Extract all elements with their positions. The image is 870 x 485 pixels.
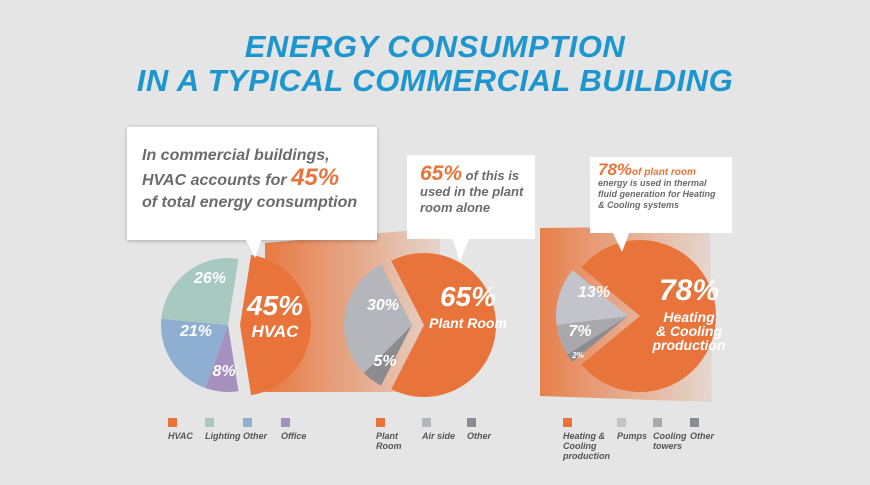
pie1-slice-hvac <box>240 254 311 396</box>
legend-swatch <box>281 418 290 427</box>
pie3-sublabel: Heating <box>663 309 715 325</box>
legend-item-plant-room: Plant Room <box>376 418 402 451</box>
callout-box-3 <box>590 157 732 252</box>
legend-item-heating-cooling: Heating & Cooling production <box>563 418 610 461</box>
callout-2-line-1: of this is <box>465 168 520 183</box>
callout-2-percent: 65% <box>420 162 463 185</box>
pie3-label-other: 2% <box>571 351 584 360</box>
legend-label: Other <box>243 431 268 441</box>
legend-item-air-side: Air side <box>422 418 455 441</box>
legend-swatch <box>690 418 699 427</box>
legend-label: Other <box>467 431 492 441</box>
pie1-slice-other <box>160 318 228 389</box>
pie1-label-lighting: 26% <box>193 270 226 287</box>
callout-box-2 <box>407 155 535 262</box>
pie2-label-air-side: 30% <box>367 297 399 314</box>
pie2-slice-other <box>363 325 412 386</box>
pie3-label-heating-cooling-production: 78% <box>659 274 719 307</box>
callout-1-text: In commercial buildings, HVAC accounts f… <box>142 145 357 214</box>
legend-label: Plant <box>376 431 399 441</box>
legend-item-cooling-towers: Cooling towers <box>653 418 687 451</box>
callout-2-line-3: room alone <box>420 200 491 215</box>
legend-label: Cooling <box>563 441 597 451</box>
callout-1-line-2: HVAC accounts for <box>142 172 287 189</box>
legend-label: Heating & <box>563 431 606 441</box>
legend-label: Pumps <box>617 431 648 441</box>
callout-1-percent: 45% <box>291 164 340 191</box>
pie1-label-hvac: 45% <box>246 290 303 321</box>
callout-3-line-1: of plant room <box>632 167 696 178</box>
legend-swatch <box>563 418 572 427</box>
legend-swatch <box>617 418 626 427</box>
legend-item-pumps: Pumps <box>617 418 647 441</box>
legend-label: Room <box>376 441 402 451</box>
legend-item-hvac: HVAC <box>168 418 193 441</box>
pie1-label-other: 21% <box>179 323 212 340</box>
pie3-label-cooling-towers: 7% <box>568 323 591 340</box>
legend-item-other: Other <box>467 418 491 441</box>
callout-2-line-2: used in the plant <box>420 184 524 199</box>
pie1-label-office: 8% <box>212 363 235 380</box>
legend-item-office: Office <box>281 418 306 441</box>
callout-3-line-4: & Cooling systems <box>598 200 680 210</box>
legend-item-other: Other <box>243 418 267 441</box>
legend-swatch <box>467 418 476 427</box>
legend-item-lighting: Lighting <box>205 418 241 441</box>
legend-swatch <box>168 418 177 427</box>
callout-3-percent: 78% <box>598 160 633 179</box>
pie1-slice-office <box>205 325 239 392</box>
pie2-label-plant-room: 65% <box>440 281 496 312</box>
pie2-slice-air-side <box>343 264 412 374</box>
pie2-label-other: 5% <box>373 353 396 370</box>
callout-1-line-1: In commercial buildings, <box>142 147 330 164</box>
callout-1-line-3: of total energy consumption <box>142 194 358 211</box>
pie3-slice-pumps <box>556 270 628 326</box>
pie3-sublabel: production <box>651 337 725 353</box>
pie3-sublabel: & Cooling <box>656 323 723 339</box>
pie3-slice-heating-cooling-production <box>581 239 717 392</box>
legend-label: Cooling <box>653 431 687 441</box>
callout-3-text: 78%of plant room energy is used in therm… <box>598 161 716 211</box>
title-line-2: IN A TYPICAL COMMERCIAL BUILDING <box>136 63 734 98</box>
legend-label: Office <box>281 431 307 441</box>
legend-label: towers <box>653 441 683 451</box>
callout-3-line-3: fluid generation for Heating <box>598 189 716 199</box>
legend-swatch <box>376 418 385 427</box>
pie2-slice-plant-room <box>391 253 496 397</box>
callout-2-text: 65% of this is used in the plant room al… <box>420 163 524 216</box>
pie3-slice-other <box>567 316 628 362</box>
legend-label: Air side <box>422 431 456 441</box>
pie3-label-pumps: 13% <box>578 284 610 301</box>
legend-swatch <box>205 418 214 427</box>
legend-swatch <box>243 418 252 427</box>
pie3-slice-cooling-towers <box>556 316 628 355</box>
callout-3-line-2: energy is used in thermal <box>598 178 707 188</box>
legend-label: Other <box>690 431 715 441</box>
legend-swatch <box>422 418 431 427</box>
pie1-slice-lighting <box>161 258 239 325</box>
callout-box-1 <box>127 127 377 258</box>
legend-swatch <box>653 418 662 427</box>
legend-label: HVAC <box>168 431 193 441</box>
legend-label: Lighting <box>205 431 241 441</box>
legend-item-other: Other <box>690 418 714 441</box>
pie1-sublabel: HVAC <box>252 322 300 341</box>
pie2-sublabel: Plant Room <box>429 315 507 331</box>
title-line-1: ENERGY CONSUMPTION <box>244 29 626 64</box>
legend-label: production <box>563 451 610 461</box>
